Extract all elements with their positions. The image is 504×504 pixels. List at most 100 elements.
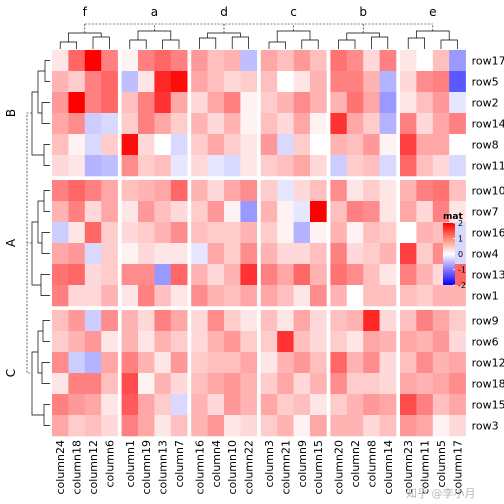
heatmap-cell xyxy=(310,373,327,395)
heatmap-cell xyxy=(240,222,258,244)
heatmap-cell xyxy=(400,243,417,265)
heatmap-cell xyxy=(52,331,69,353)
heatmap-cell xyxy=(330,113,348,135)
row-slice-title: A xyxy=(4,238,18,247)
heatmap-cell xyxy=(400,155,417,177)
heatmap-cell xyxy=(310,92,327,114)
heatmap-cell xyxy=(449,180,466,202)
heatmap-cell xyxy=(52,71,69,93)
heatmap-cell xyxy=(52,264,69,286)
column-label: column11 xyxy=(419,440,432,495)
heatmap-cell xyxy=(224,180,241,202)
heatmap-cell xyxy=(138,92,155,114)
row-slice-dendrogram xyxy=(26,112,32,374)
heatmap-cell xyxy=(310,331,327,353)
heatmap-cell xyxy=(277,394,294,416)
row-dendrograms xyxy=(26,60,50,426)
heatmap-cell xyxy=(138,394,155,416)
heatmap-cell xyxy=(260,50,278,72)
heatmap-cell xyxy=(416,134,434,156)
heatmap-cell xyxy=(84,394,102,416)
heatmap-cell xyxy=(293,71,311,93)
heatmap-cell xyxy=(416,243,434,265)
heatmap-cell xyxy=(379,92,397,114)
heatmap-cell xyxy=(330,285,348,307)
heatmap-cell xyxy=(68,180,86,202)
column-dendrogram xyxy=(59,32,110,49)
heatmap-cell xyxy=(260,134,278,156)
heatmap-cell xyxy=(363,310,380,332)
heatmap-cell xyxy=(154,155,172,177)
heatmap-cell xyxy=(52,394,69,416)
heatmap-cell xyxy=(363,134,380,156)
heatmap-cell xyxy=(170,134,188,156)
heatmap-cell xyxy=(260,155,278,177)
heatmap-cell xyxy=(240,201,258,223)
column-label: column12 xyxy=(87,440,100,495)
legend-tick-label: 1 xyxy=(458,235,463,244)
heatmap-cell xyxy=(207,50,225,72)
heatmap-cell xyxy=(154,134,172,156)
heatmap-cell xyxy=(379,113,397,135)
heatmap-cell xyxy=(293,222,311,244)
column-label: column17 xyxy=(451,440,464,495)
column-label: column5 xyxy=(435,440,448,488)
heatmap-cell xyxy=(101,310,118,332)
heatmap-cell xyxy=(363,201,380,223)
heatmap-cell xyxy=(310,180,327,202)
heatmap-cell xyxy=(138,180,155,202)
heatmap-cell xyxy=(416,50,434,72)
heatmap-cell xyxy=(170,113,188,135)
heatmap-cell xyxy=(68,310,86,332)
heatmap-cell xyxy=(260,415,278,437)
heatmap-cell xyxy=(379,155,397,177)
column-dendrogram xyxy=(407,30,458,49)
heatmap-cell xyxy=(224,134,241,156)
heatmap-cell xyxy=(363,222,380,244)
row-label: row2 xyxy=(472,97,499,110)
heatmap-cell xyxy=(277,264,294,286)
column-label: column8 xyxy=(365,440,378,488)
heatmap-cell xyxy=(363,180,380,202)
heatmap-cell xyxy=(310,134,327,156)
heatmap-cell xyxy=(260,92,278,114)
heatmap-cell xyxy=(449,201,466,223)
heatmap-cell xyxy=(191,201,208,223)
heatmap-cell xyxy=(68,352,86,374)
heatmap-cell xyxy=(260,285,278,307)
heatmap-cell xyxy=(138,352,155,374)
heatmap-cell xyxy=(277,134,294,156)
column-label: column21 xyxy=(279,440,292,495)
row-slice-title: C xyxy=(4,369,18,377)
heatmap-cell xyxy=(154,352,172,374)
heatmap-cell xyxy=(224,50,241,72)
heatmap-cell xyxy=(432,373,450,395)
heatmap-cell xyxy=(101,155,118,177)
heatmap-cell xyxy=(170,352,188,374)
column-dendrogram xyxy=(129,30,180,49)
heatmap-cell xyxy=(207,180,225,202)
row-label: row17 xyxy=(472,55,504,68)
heatmap-cell xyxy=(121,201,139,223)
row-label: row8 xyxy=(472,139,499,152)
heatmap-cell xyxy=(330,92,348,114)
heatmap-cell xyxy=(293,415,311,437)
heatmap-cell xyxy=(400,50,417,72)
heatmap-cell xyxy=(101,394,118,416)
heatmap-cell xyxy=(154,394,172,416)
heatmap-cell xyxy=(346,113,364,135)
heatmap-cell xyxy=(449,352,466,374)
heatmap-cell xyxy=(68,285,86,307)
row-slice-title: B xyxy=(4,109,18,117)
row-dendrogram xyxy=(31,190,50,296)
heatmap-cell xyxy=(154,331,172,353)
heatmap-cell xyxy=(84,71,102,93)
column-label: column4 xyxy=(210,440,223,488)
heatmap-cell xyxy=(330,310,348,332)
column-slice-title: a xyxy=(151,5,158,19)
heatmap-cell xyxy=(416,92,434,114)
heatmap-cell xyxy=(363,394,380,416)
heatmap-cell xyxy=(52,92,69,114)
heatmap-cell xyxy=(330,373,348,395)
heatmap-cell xyxy=(293,155,311,177)
